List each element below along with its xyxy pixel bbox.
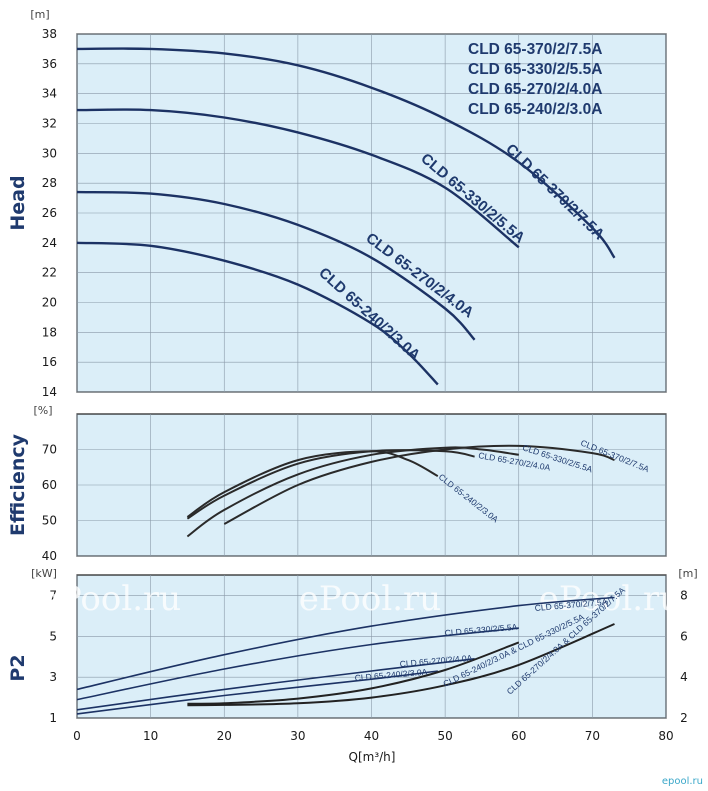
y-tick-label: 22 bbox=[42, 266, 57, 280]
y-tick-label: 34 bbox=[42, 87, 57, 101]
y-tick-label: 30 bbox=[42, 146, 57, 160]
series-line-2-1 bbox=[223, 444, 615, 525]
x-tick-label: 70 bbox=[585, 729, 600, 743]
y-tick-label: 20 bbox=[42, 296, 57, 310]
series-line-3-3 bbox=[76, 658, 475, 711]
x-tick-label: 60 bbox=[511, 729, 526, 743]
p2-unit: [kW] bbox=[31, 567, 57, 580]
y-tick-label: 7 bbox=[49, 588, 57, 602]
series-line-1-4 bbox=[76, 241, 439, 386]
x-tick-label: 30 bbox=[290, 729, 305, 743]
footer-logo: epool.ru bbox=[662, 776, 703, 787]
y-tick-label: 40 bbox=[42, 549, 57, 563]
series-line-3-5 bbox=[187, 641, 520, 705]
x-axis-label: Q[m³/h] bbox=[349, 750, 396, 764]
y-tick-label: 28 bbox=[42, 176, 57, 190]
y-tick-label: 14 bbox=[42, 385, 57, 399]
y-tick-label: 50 bbox=[42, 514, 57, 528]
efficiency-unit: [%] bbox=[33, 404, 52, 417]
watermarks: ePool.ru ePool.ru ePool.ru bbox=[39, 579, 681, 619]
y-tick-label: 70 bbox=[42, 443, 57, 457]
y-tick-label: 24 bbox=[42, 236, 57, 250]
y2-tick-label: 8 bbox=[680, 588, 688, 602]
x-tick-label: 80 bbox=[658, 729, 673, 743]
series-line-1-2 bbox=[76, 108, 520, 249]
curves bbox=[76, 47, 616, 715]
x-tick-label: 0 bbox=[73, 729, 81, 743]
series-line-2-2 bbox=[186, 446, 519, 538]
y2-tick-label: 2 bbox=[680, 711, 688, 725]
series-line-2-4 bbox=[186, 450, 439, 518]
efficiency-axis-label: Efficiency bbox=[7, 433, 29, 536]
legend-entry-4: CLD 65-240/2/3.0A bbox=[468, 101, 602, 118]
y-tick-label: 26 bbox=[42, 206, 57, 220]
legend-entry-2: CLD 65-330/2/5.5A bbox=[468, 61, 602, 78]
series-line-2-3 bbox=[186, 449, 475, 520]
y2-tick-label: 4 bbox=[680, 670, 688, 684]
y-tick-label: 3 bbox=[49, 670, 57, 684]
x-tick-label: 40 bbox=[364, 729, 379, 743]
y-tick-label: 36 bbox=[42, 57, 57, 71]
x-tick-label: 50 bbox=[437, 729, 452, 743]
head-axis-label: Head bbox=[7, 175, 29, 230]
y2-tick-label: 6 bbox=[680, 629, 688, 643]
y-tick-label: 18 bbox=[42, 325, 57, 339]
y-tick-label: 16 bbox=[42, 355, 57, 369]
legend-entry-3: CLD 65-270/2/4.0A bbox=[468, 81, 602, 98]
watermark: ePool.ru bbox=[39, 579, 181, 619]
series-line-3-1 bbox=[76, 596, 615, 691]
x-tick-label: 10 bbox=[143, 729, 158, 743]
series-line-3-2 bbox=[76, 627, 519, 701]
head-unit: [m] bbox=[30, 8, 49, 21]
grid-lines bbox=[76, 33, 667, 719]
y-tick-label: 38 bbox=[42, 27, 57, 41]
p2-axis-label: P2 bbox=[7, 654, 29, 681]
y-tick-label: 1 bbox=[49, 711, 57, 725]
watermark: ePool.ru bbox=[539, 579, 681, 619]
watermark: ePool.ru bbox=[299, 579, 441, 619]
y-tick-label: 5 bbox=[49, 629, 57, 643]
series-line-3-4 bbox=[76, 670, 438, 715]
series-line-1-3 bbox=[76, 190, 476, 341]
x-tick-label: 20 bbox=[217, 729, 232, 743]
tick-labels: 0 10 20 30 40 50 60 70 8014161820222426283032343… bbox=[42, 27, 688, 743]
y-tick-label: 32 bbox=[42, 117, 57, 131]
series-line-1-1 bbox=[76, 47, 616, 259]
series-line-3-6 bbox=[187, 623, 615, 707]
y-tick-label: 60 bbox=[42, 478, 57, 492]
legend-entry-1: CLD 65-370/2/7.5A bbox=[468, 41, 602, 58]
p2-right-unit: [m] bbox=[678, 567, 697, 580]
